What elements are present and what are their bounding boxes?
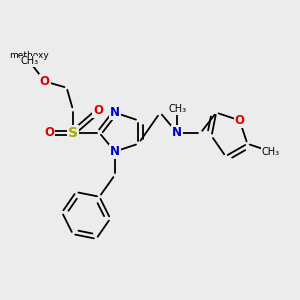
- Text: methoxy: methoxy: [26, 60, 32, 61]
- Text: methoxy: methoxy: [26, 61, 32, 62]
- Text: O: O: [93, 104, 103, 117]
- Text: O: O: [40, 75, 50, 88]
- Text: S: S: [68, 126, 78, 140]
- Text: N: N: [110, 145, 120, 158]
- Text: CH₃: CH₃: [20, 56, 38, 66]
- Text: N: N: [110, 106, 120, 119]
- Text: CH₃: CH₃: [262, 147, 280, 157]
- Text: O: O: [44, 126, 55, 140]
- Text: N: N: [172, 126, 182, 140]
- Text: CH₃: CH₃: [168, 104, 186, 115]
- Text: methoxy: methoxy: [9, 51, 49, 60]
- Text: O: O: [235, 114, 244, 127]
